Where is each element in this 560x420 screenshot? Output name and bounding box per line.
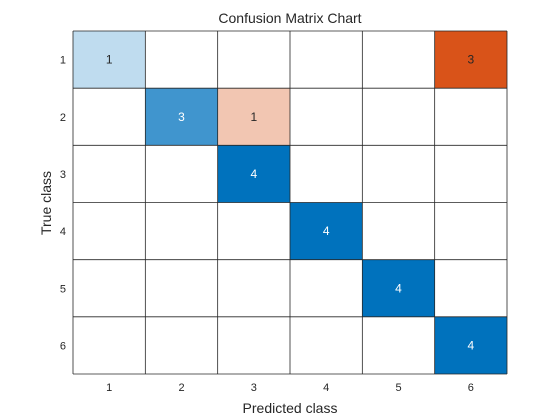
- cell-value-2-3: 1: [250, 110, 257, 124]
- x-tick-label: 6: [468, 382, 474, 394]
- matrix-cells: 1 3 3 1 4 4 4 4: [73, 31, 507, 374]
- cell-value-3-3: 4: [250, 167, 257, 181]
- cell-1-6: [434, 31, 507, 89]
- y-tick-label: 4: [60, 226, 66, 238]
- cell-value-1-6: 3: [467, 53, 474, 67]
- cell-6-6: [434, 316, 507, 374]
- cell-2-3: [217, 88, 290, 146]
- chart-title: Confusion Matrix Chart: [218, 10, 361, 26]
- y-axis-label: True class: [38, 171, 54, 235]
- cell-value-4-4: 4: [323, 224, 330, 238]
- x-tick-label: 1: [106, 382, 112, 394]
- cell-4-4: [290, 202, 363, 260]
- cell-value-5-5: 4: [395, 281, 402, 295]
- cell-value-6-6: 4: [467, 338, 474, 352]
- cell-5-5: [362, 259, 435, 317]
- x-tick-label: 4: [323, 382, 329, 394]
- cell-3-3: [217, 145, 290, 203]
- y-tick-label: 1: [60, 55, 66, 67]
- y-tick-label: 2: [60, 112, 66, 124]
- x-tick-labels: 1 2 3 4 5 6: [106, 382, 474, 394]
- y-tick-labels: 1 2 3 4 5 6: [60, 55, 66, 353]
- cell-value-2-2: 3: [178, 110, 185, 124]
- cell-1-1: [73, 31, 146, 89]
- x-axis-label: Predicted class: [243, 400, 338, 416]
- cell-2-2: [145, 88, 218, 146]
- x-tick-label: 2: [178, 382, 184, 394]
- cell-value-1-1: 1: [106, 53, 113, 67]
- x-tick-label: 5: [395, 382, 401, 394]
- y-tick-label: 3: [60, 169, 66, 181]
- x-tick-label: 3: [251, 382, 257, 394]
- y-tick-label: 5: [60, 283, 66, 295]
- matrix-grid: [72, 30, 508, 375]
- y-tick-label: 6: [60, 340, 66, 352]
